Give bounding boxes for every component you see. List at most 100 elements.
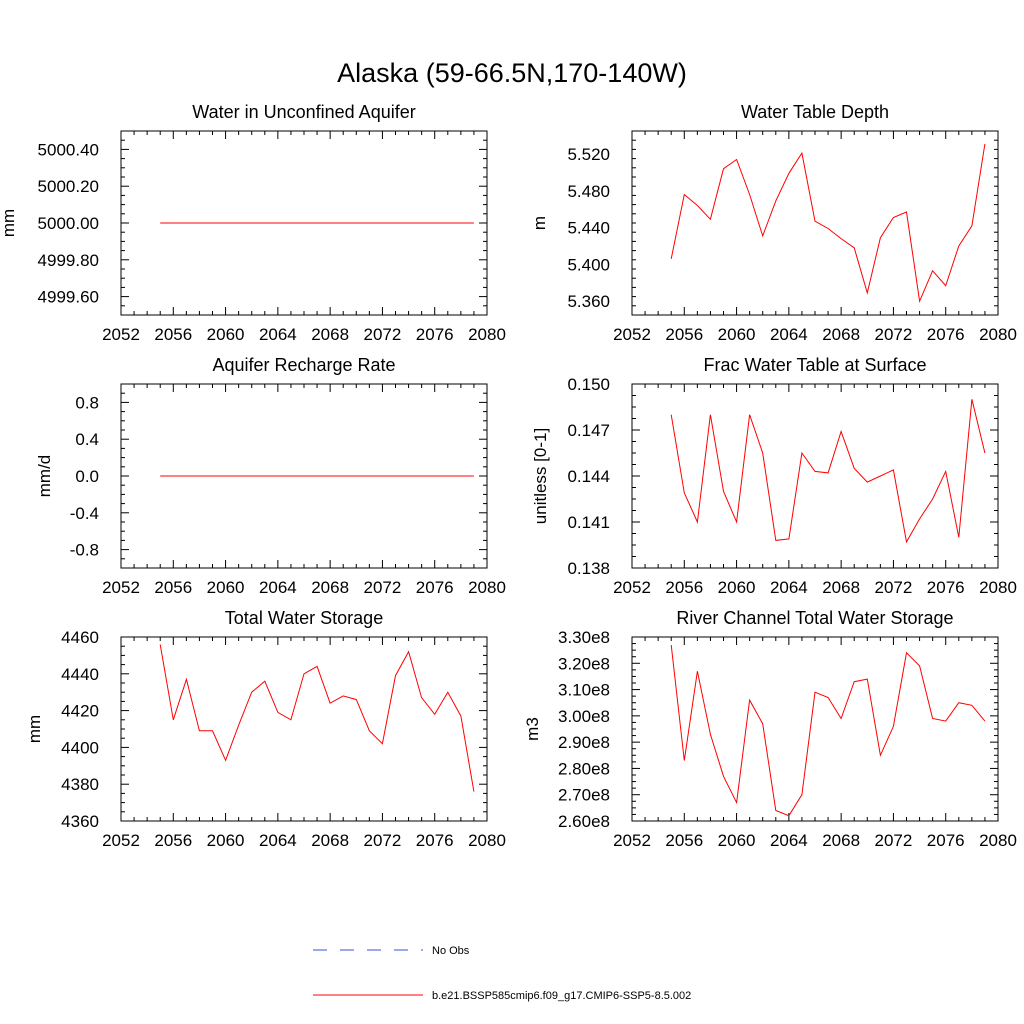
y-tick-label: 3.30e8 [558, 628, 610, 647]
y-tick-label: 0.0 [75, 467, 99, 486]
x-tick-label: 2056 [154, 578, 192, 597]
y-tick-label: 5000.20 [38, 177, 99, 196]
panel-1: Water in Unconfined Aquifer 2052 2056 2060 2… [0, 102, 506, 344]
x-tick-label: 2064 [259, 831, 297, 850]
panels: Water in Unconfined Aquifer 2052 2056 2060 2… [0, 102, 1017, 850]
y-tick-label: 5000.00 [38, 214, 99, 233]
x-tick-label: 2064 [259, 325, 297, 344]
y-tick-label: 0.141 [567, 513, 610, 532]
y-tick-label: -0.8 [70, 541, 99, 560]
x-tick-label: 2068 [822, 831, 860, 850]
x-tick-label: 2064 [770, 578, 808, 597]
y-tick-label: 3.20e8 [558, 654, 610, 673]
x-tick-label: 2060 [207, 831, 245, 850]
y-tick-label: 5.520 [567, 145, 610, 164]
panel-title: Water Table Depth [741, 102, 889, 122]
x-tick-label: 2052 [613, 578, 651, 597]
x-tick-label: 2060 [718, 325, 756, 344]
x-tick-label: 2076 [416, 578, 454, 597]
x-tick-label: 2072 [364, 325, 402, 344]
series-line [670, 399, 986, 544]
x-tick-label: 2060 [207, 325, 245, 344]
x-tick-label: 2068 [311, 831, 349, 850]
x-tick-label: 2076 [416, 831, 454, 850]
x-tick-label: 2080 [468, 831, 506, 850]
panel-3: Aquifer Recharge Rate 2052 2056 2060 2064 206… [35, 355, 506, 597]
x-tick-label: 2072 [364, 578, 402, 597]
x-tick-label: 2052 [613, 831, 651, 850]
x-tick-label: 2060 [718, 831, 756, 850]
x-tick-label: 2072 [875, 578, 913, 597]
panel-title: Water in Unconfined Aquifer [192, 102, 415, 122]
y-tick-label: 0.4 [75, 430, 99, 449]
y-tick-label: -0.4 [70, 504, 99, 523]
x-tick-label: 2052 [102, 831, 140, 850]
x-tick-label: 2056 [665, 831, 703, 850]
x-tick-label: 2052 [613, 325, 651, 344]
y-tick-label: 2.90e8 [558, 733, 610, 752]
panel-5: Total Water Storage 2052 2056 2060 2064 2068 2… [25, 608, 506, 850]
x-tick-label: 2056 [154, 325, 192, 344]
y-tick-label: 0.8 [75, 393, 99, 412]
y-tick-label: 4380 [61, 775, 99, 794]
y-axis-label: m [530, 216, 549, 230]
x-tick-label: 2076 [927, 831, 965, 850]
y-tick-label: 0.150 [567, 375, 610, 394]
y-tick-label: 4400 [61, 738, 99, 757]
x-tick-label: 2080 [979, 831, 1017, 850]
y-axis-label: unitless [0-1] [531, 428, 550, 524]
y-tick-label: 3.10e8 [558, 681, 610, 700]
x-tick-label: 2056 [665, 578, 703, 597]
x-tick-label: 2080 [468, 578, 506, 597]
series-line [670, 644, 986, 817]
panel-4: Frac Water Table at Surface 2052 2056 2060 2… [531, 355, 1017, 597]
series-line [670, 143, 986, 304]
y-axis-label: mm [25, 715, 44, 743]
x-tick-label: 2068 [822, 325, 860, 344]
y-tick-label: 2.70e8 [558, 786, 610, 805]
panel-6: River Channel Total Water Storage 2052 205… [523, 608, 1017, 850]
y-tick-label: 5.400 [567, 255, 610, 274]
series-line [159, 644, 475, 792]
x-tick-label: 2064 [770, 325, 808, 344]
x-tick-label: 2076 [416, 325, 454, 344]
x-tick-label: 2068 [311, 578, 349, 597]
x-tick-label: 2076 [927, 578, 965, 597]
panel-2: Water Table Depth 2052 2056 2060 2064 2068 207… [530, 102, 1017, 344]
x-tick-label: 2076 [927, 325, 965, 344]
y-tick-label: 0.147 [567, 421, 610, 440]
x-tick-label: 2080 [979, 578, 1017, 597]
x-tick-label: 2080 [979, 325, 1017, 344]
x-tick-label: 2072 [875, 831, 913, 850]
y-axis-label: mm/d [35, 455, 54, 498]
y-tick-label: 4360 [61, 812, 99, 831]
y-tick-label: 0.144 [567, 467, 610, 486]
x-tick-label: 2064 [259, 578, 297, 597]
plot-frame [631, 636, 999, 822]
y-tick-label: 2.60e8 [558, 812, 610, 831]
legend: No Obs b.e21.BSSP585cmip6.f09_g17.CMIP6-… [313, 945, 691, 1002]
x-tick-label: 2052 [102, 578, 140, 597]
x-tick-label: 2068 [822, 578, 860, 597]
x-tick-label: 2068 [311, 325, 349, 344]
x-tick-label: 2052 [102, 325, 140, 344]
y-tick-label: 4440 [61, 665, 99, 684]
x-tick-label: 2080 [468, 325, 506, 344]
y-tick-label: 0.138 [567, 559, 610, 578]
x-tick-label: 2056 [154, 831, 192, 850]
panel-title: Frac Water Table at Surface [703, 355, 926, 375]
y-tick-label: 5.360 [567, 292, 610, 311]
x-tick-label: 2060 [207, 578, 245, 597]
y-tick-label: 4420 [61, 702, 99, 721]
legend-obs-label: No Obs [432, 945, 470, 957]
x-tick-label: 2072 [364, 831, 402, 850]
panel-title: River Channel Total Water Storage [676, 608, 953, 628]
y-tick-label: 4999.80 [38, 251, 99, 270]
plot-frame [631, 130, 999, 316]
y-tick-label: 5000.40 [38, 140, 99, 159]
y-tick-label: 5.480 [567, 182, 610, 201]
panel-title: Aquifer Recharge Rate [212, 355, 395, 375]
x-tick-label: 2060 [718, 578, 756, 597]
y-tick-label: 3.00e8 [558, 707, 610, 726]
